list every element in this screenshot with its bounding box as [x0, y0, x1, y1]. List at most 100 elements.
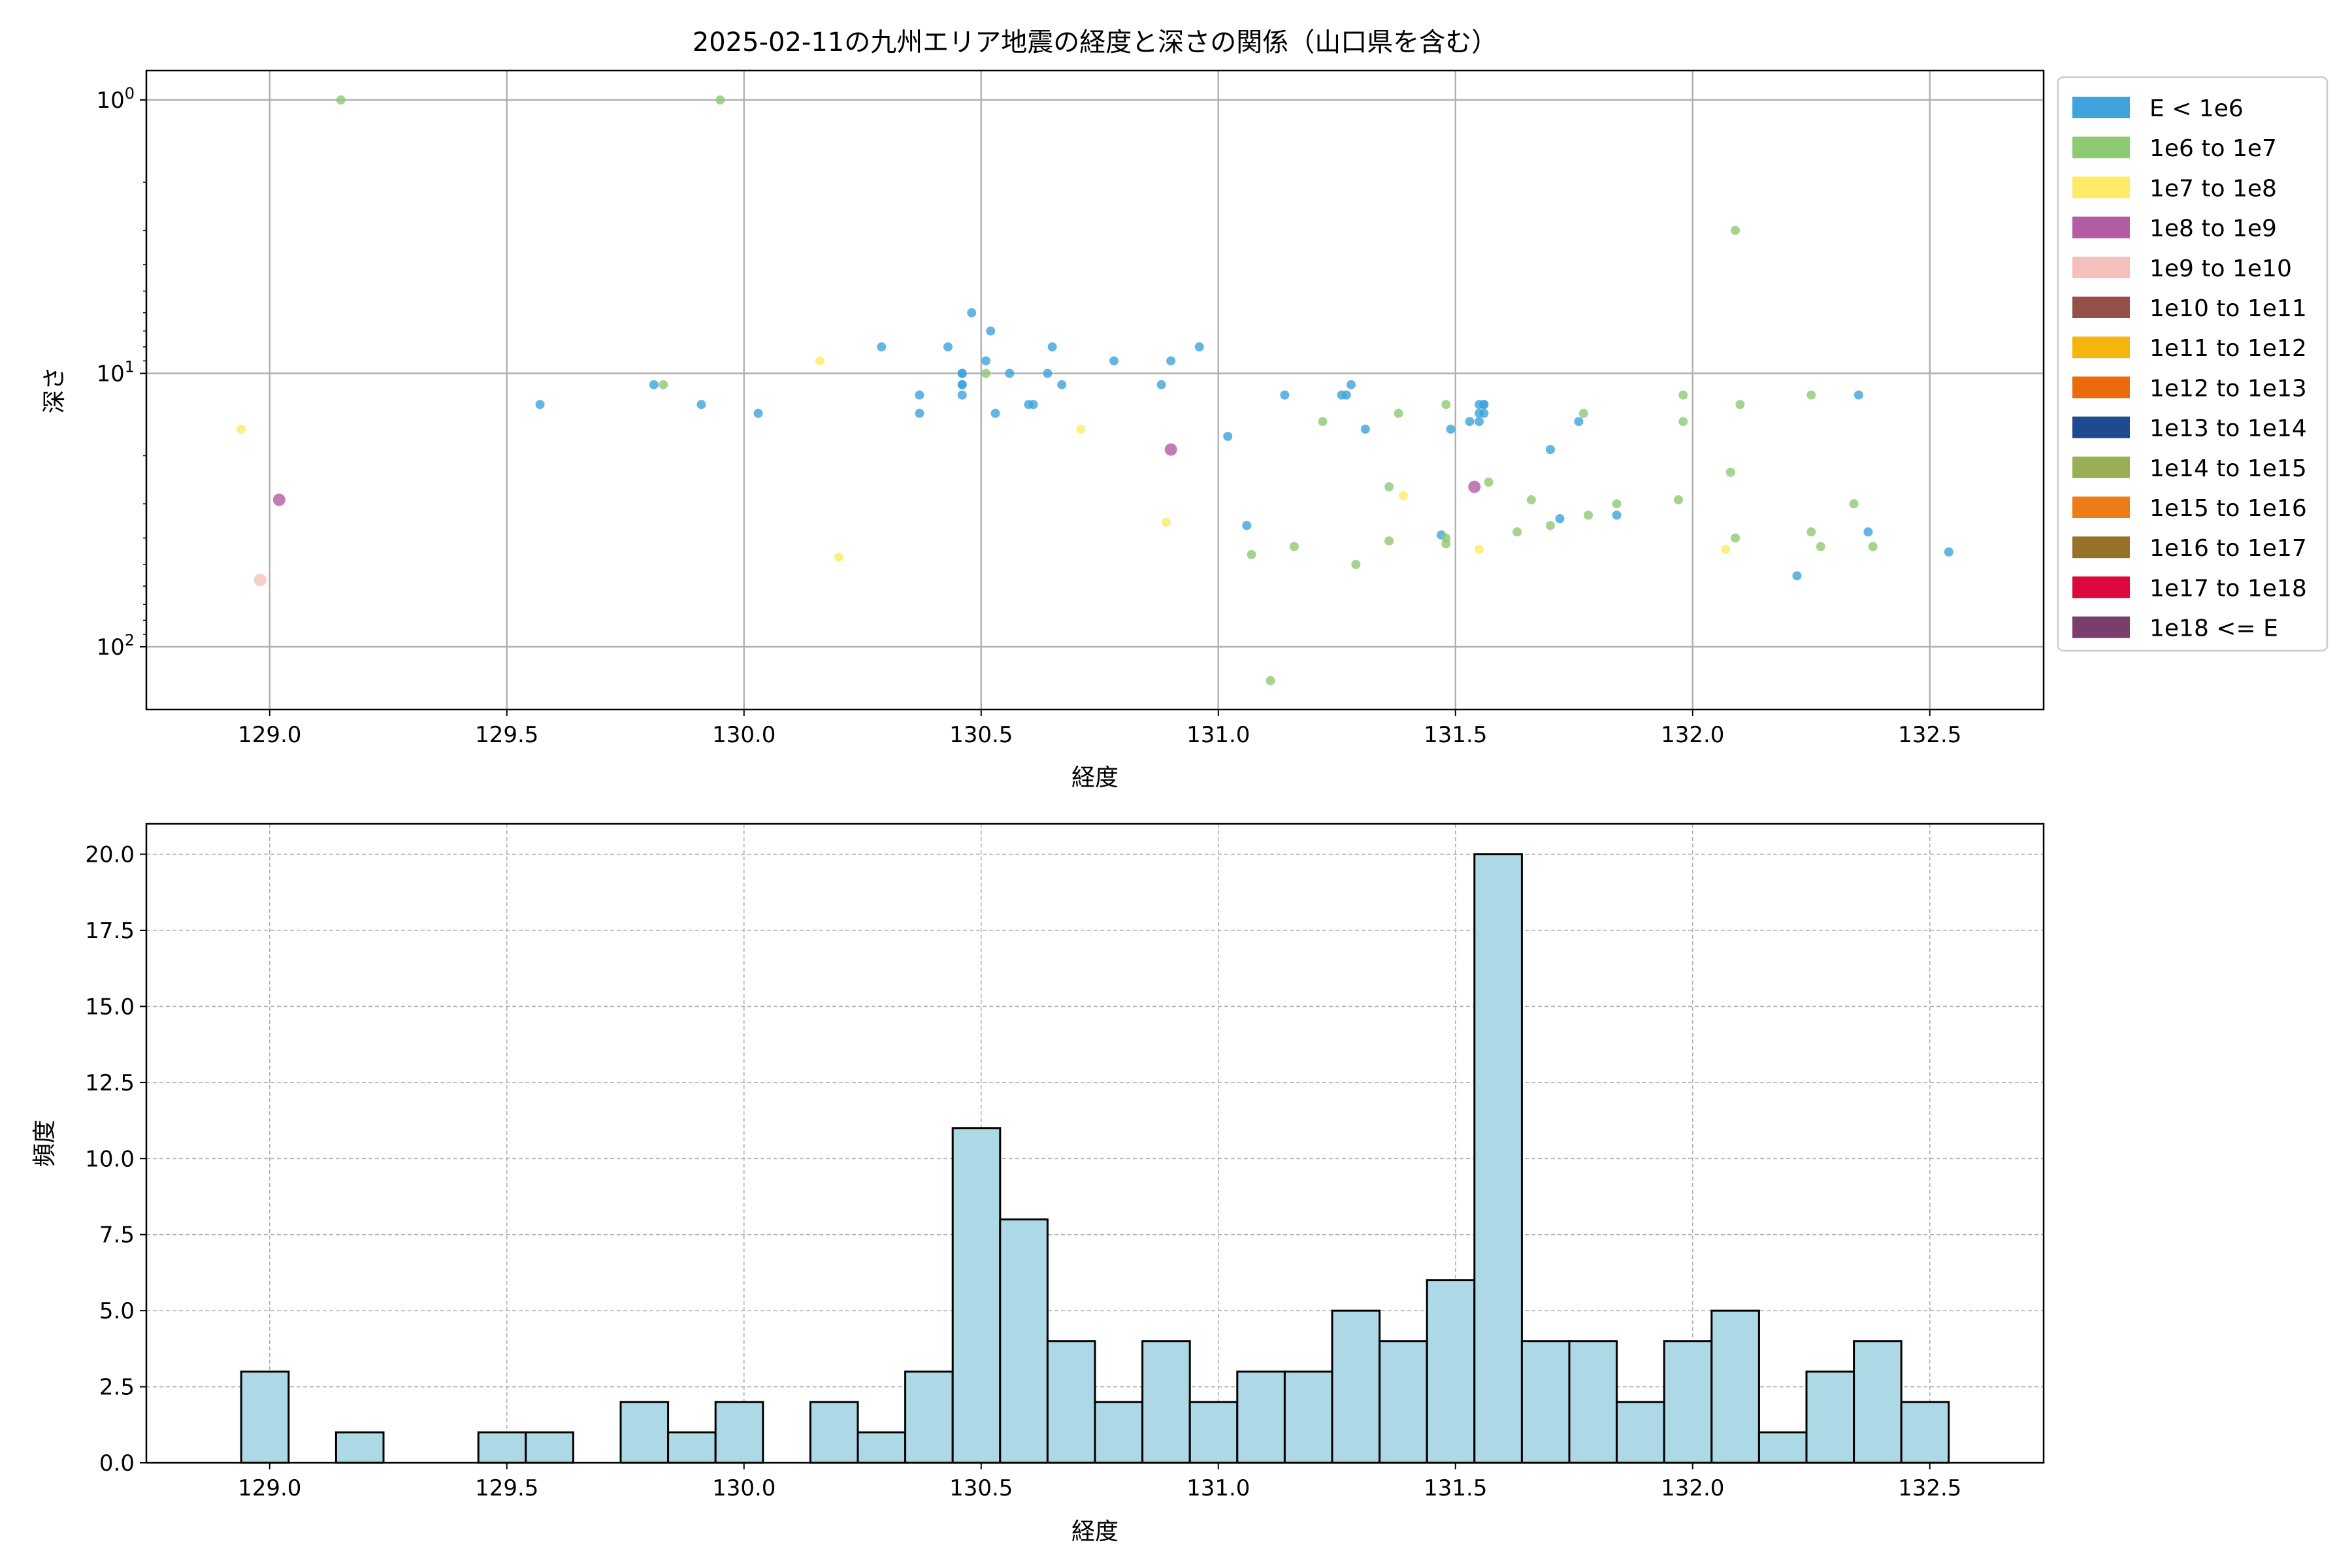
scatter-point [1109, 356, 1119, 366]
scatter-point [1043, 368, 1053, 378]
scatter-point [1446, 424, 1456, 434]
scatter-x-tick-label: 131.5 [1424, 722, 1487, 748]
scatter-x-tick-label: 129.0 [238, 722, 301, 748]
legend-label: 1e7 to 1e8 [2149, 175, 2277, 202]
scatter-point [649, 380, 659, 389]
scatter-point [1678, 417, 1688, 427]
legend-swatch [2072, 376, 2130, 399]
scatter-point [1475, 544, 1484, 554]
scatter-point [1584, 510, 1593, 520]
scatter-point [272, 493, 286, 506]
scatter-x-tick-label: 129.5 [475, 722, 538, 748]
scatter-point [1384, 536, 1394, 546]
scatter-point [1194, 342, 1204, 351]
histogram-x-tick-label: 132.0 [1661, 1475, 1724, 1501]
scatter-point [957, 368, 967, 378]
scatter-legend: E < 1e6 1e6 to 1e7 1e7 to 1e8 1e8 to 1e9 1e9… [2057, 76, 2328, 652]
histogram-bar [1141, 1340, 1191, 1464]
scatter-point [1612, 499, 1622, 509]
histogram-y-tick-label: 15.0 [85, 994, 135, 1020]
scatter-point [1161, 517, 1171, 527]
scatter-point [957, 390, 967, 400]
histogram-bar [714, 1401, 764, 1464]
histogram-axes-frame [145, 823, 2045, 1464]
histogram-bar [1473, 853, 1523, 1464]
scatter-point [1398, 491, 1408, 500]
scatter-point [1360, 424, 1370, 434]
histogram-bar [904, 1370, 954, 1464]
scatter-point [1792, 571, 1802, 581]
scatter-point [1164, 443, 1177, 456]
scatter-point [1076, 424, 1086, 434]
scatter-point [877, 342, 887, 351]
scatter-point [981, 356, 991, 366]
histogram-y-axis-label: 頻度 [31, 1120, 58, 1167]
legend-swatch [2072, 336, 2130, 359]
scatter-point [1479, 400, 1489, 410]
legend-label: 1e10 to 1e11 [2149, 295, 2307, 322]
scatter-point [915, 408, 924, 418]
histogram-bar [1520, 1340, 1571, 1464]
histogram-bar [1283, 1370, 1333, 1464]
scatter-x-axis-label: 経度 [1071, 764, 1119, 791]
scatter-point [1868, 542, 1878, 551]
scatter-x-tick-label: 132.5 [1898, 722, 1961, 748]
histogram-y-tick-label: 20.0 [85, 842, 135, 868]
scatter-point [1351, 560, 1361, 570]
histogram-x-axis-label: 経度 [1071, 1518, 1119, 1545]
legend-items: E < 1e6 1e6 to 1e7 1e7 to 1e8 1e8 to 1e9 1e9… [2072, 95, 2307, 642]
legend-label: E < 1e6 [2149, 95, 2244, 122]
scatter-point [986, 326, 996, 336]
scatter-point [1678, 390, 1688, 400]
histogram-bar [857, 1431, 907, 1464]
scatter-point [1468, 480, 1481, 493]
legend-label: 1e14 to 1e15 [2149, 455, 2307, 482]
histogram-bar [525, 1431, 574, 1464]
histogram-y-tick-label: 0.0 [99, 1450, 135, 1477]
histogram-bar [1900, 1401, 1950, 1464]
legend-swatch [2072, 137, 2130, 159]
histogram-bar [1663, 1340, 1713, 1464]
legend-swatch [2072, 616, 2130, 638]
histogram-bar [951, 1127, 1002, 1464]
legend-swatch [2072, 176, 2130, 199]
histogram-bar [1426, 1279, 1476, 1464]
histogram-bar [1757, 1431, 1808, 1464]
scatter-point [834, 552, 843, 562]
histogram-bar [999, 1218, 1049, 1464]
scatter-point [336, 95, 346, 105]
legend-swatch [2072, 497, 2130, 518]
histogram-bar [1379, 1340, 1428, 1464]
scatter-point [1047, 342, 1057, 351]
histogram-bar [809, 1401, 859, 1464]
legend-swatch [2072, 456, 2130, 478]
scatter-point [915, 390, 924, 400]
scatter-x-tick-label: 132.0 [1661, 722, 1724, 748]
scatter-point [1731, 533, 1740, 543]
scatter-point [1806, 390, 1816, 400]
scatter-point [1289, 542, 1299, 551]
scatter-point [1849, 499, 1859, 509]
scatter-point [1223, 431, 1233, 441]
scatter-y-tick-label: 102 [96, 631, 135, 661]
histogram-x-ticks: 129.0 129.5 130.0 130.5 131.0 131.5 132.0 132.5 [238, 1463, 1961, 1501]
scatter-point [981, 368, 991, 378]
scatter-point [1512, 527, 1522, 537]
histogram-bar [1046, 1340, 1096, 1464]
legend-label: 1e17 to 1e18 [2149, 575, 2307, 602]
scatter-point [1347, 380, 1356, 389]
legend-swatch [2072, 576, 2130, 598]
scatter-point [1475, 417, 1484, 427]
scatter-title: 2025-02-11の九州エリア地震の経度と深さの関係（山口県を含む） [693, 27, 1497, 57]
scatter-x-tick-label: 130.0 [712, 722, 776, 748]
histogram-bar [335, 1431, 385, 1464]
histogram-bar [240, 1370, 290, 1464]
scatter-point [1735, 400, 1745, 410]
scatter-point [1863, 527, 1873, 537]
scatter-point [753, 408, 763, 418]
scatter-point [990, 408, 1000, 418]
scatter-y-axis-label: 深さ [41, 367, 68, 414]
legend-swatch [2072, 216, 2130, 238]
scatter-point [1156, 380, 1166, 389]
